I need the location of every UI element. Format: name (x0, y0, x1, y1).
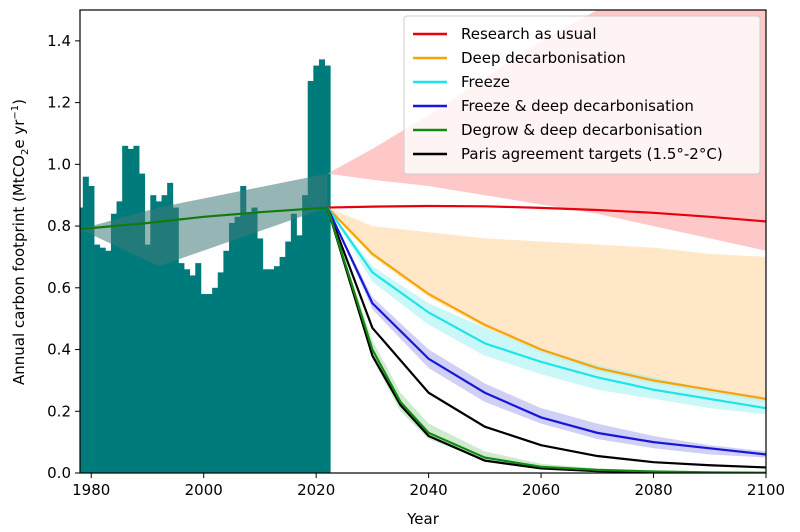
historical-bar-2022 (324, 65, 331, 473)
historical-bar-2001 (206, 293, 213, 473)
legend-label-4: Degrow & deep decarbonisation (461, 121, 703, 139)
legend-label-0: Research as usual (461, 25, 597, 43)
legend-label-3: Freeze & deep decarbonisation (461, 97, 694, 115)
historical-bar-2020 (313, 65, 320, 473)
historical-trend-band (80, 173, 328, 267)
historical-bar-1982 (99, 247, 106, 473)
paris-target-line-1 (326, 207, 766, 469)
y-tick-label-6: 1.2 (47, 94, 71, 112)
historical-bar-2014 (279, 256, 286, 473)
scenario-line-1 (326, 206, 766, 401)
legend-label-1: Deep decarbonisation (461, 49, 626, 67)
historical-bar-1994 (167, 182, 174, 473)
historical-bar-2021 (318, 59, 325, 473)
historical-trend-line (80, 206, 328, 231)
x-tick-label-2080: 2080 (634, 481, 672, 499)
historical-bar-1996 (178, 263, 185, 473)
historical-bar-1986 (122, 145, 129, 473)
x-axis-ticks: 1980 2000 2020 2040 2060 2080 2100 (72, 473, 785, 499)
historical-bar-1997 (184, 269, 191, 473)
historical-bar-1981 (94, 244, 101, 473)
historical-bar-2017 (296, 235, 303, 473)
historical-bar-2004 (223, 250, 230, 473)
x-axis-label: Year (406, 510, 440, 528)
historical-bar-1988 (133, 145, 140, 473)
legend-label-2: Freeze (461, 73, 510, 91)
historical-bar-2007 (240, 185, 247, 473)
historical-bar-1995 (172, 207, 179, 473)
historical-bar-1991 (150, 195, 157, 473)
scenario-band-2 (327, 207, 766, 415)
historical-bar-1979 (82, 176, 89, 473)
historical-bar-2013 (273, 266, 281, 473)
historical-bar-2005 (229, 222, 236, 473)
historical-bar-2018 (302, 195, 309, 473)
y-axis-ticks: 0.0 0.2 0.4 0.6 0.8 1.0 1.2 1.4 (47, 32, 80, 482)
x-tick-label-2000: 2000 (185, 481, 223, 499)
y-tick-label-0: 0.0 (47, 464, 71, 482)
historical-bar-2006 (234, 216, 241, 473)
historical-bar-1999 (195, 263, 202, 473)
y-axis-label: Annual carbon footprint (MtCO2e yr−1) (10, 99, 31, 385)
historical-bar-2011 (262, 269, 269, 473)
historical-bar-2000 (200, 293, 207, 473)
historical-bar-1978 (80, 207, 84, 473)
historical-bar-1984 (110, 213, 117, 473)
y-axis-label-main: Annual carbon footprint (MtCO (10, 155, 28, 385)
y-tick-label-1: 0.2 (47, 402, 71, 420)
historical-bar-2002 (212, 287, 219, 473)
historical-bar-1985 (116, 201, 123, 473)
historical-bar-2008 (245, 213, 252, 473)
x-tick-label-1980: 1980 (72, 481, 110, 499)
historical-bar-1998 (189, 275, 196, 473)
scenario-line-2 (326, 206, 766, 410)
y-tick-label-3: 0.6 (47, 279, 71, 297)
historical-bar-2019 (307, 80, 314, 473)
y-axis-label-mid: e yr (10, 119, 28, 149)
legend-label-5: Paris agreement targets (1.5°-2°C) (461, 145, 723, 163)
y-axis-label-subscript: 2 (20, 149, 31, 155)
historical-bar-1992 (155, 201, 162, 473)
scenario-line-3 (326, 207, 766, 456)
x-tick-label-2060: 2060 (522, 481, 560, 499)
y-tick-label-2: 0.4 (47, 341, 71, 359)
historical-bar-1980 (88, 185, 95, 473)
historical-bar-2009 (251, 207, 258, 473)
y-axis-label-end: ) (10, 99, 28, 105)
x-tick-label-2100: 2100 (747, 481, 785, 499)
y-axis-label-superscript: −1 (10, 105, 21, 120)
y-tick-label-4: 0.8 (47, 217, 71, 235)
historical-bar-2003 (217, 272, 224, 473)
historical-bar-2012 (268, 269, 275, 473)
historical-bar-1989 (139, 173, 146, 473)
historical-bar-1990 (144, 244, 151, 473)
historical-bar-1983 (105, 250, 112, 473)
historical-bar-1993 (161, 195, 168, 473)
scenario-line-0 (327, 204, 766, 223)
legend-box (403, 15, 761, 175)
scenario-line-4 (326, 207, 766, 473)
plot-frame (79, 9, 767, 474)
y-tick-label-7: 1.4 (47, 32, 71, 50)
historical-bar-2010 (257, 238, 264, 473)
historical-bar-2016 (290, 213, 297, 473)
x-tick-label-2040: 2040 (410, 481, 448, 499)
historical-bar-2015 (285, 241, 292, 473)
legend: Research as usual Deep decarbonisation Fre… (403, 15, 761, 175)
scenario-band-1 (327, 207, 766, 403)
y-tick-label-5: 1.0 (47, 155, 71, 173)
x-tick-label-2020: 2020 (297, 481, 335, 499)
historical-bar-1987 (127, 148, 134, 473)
